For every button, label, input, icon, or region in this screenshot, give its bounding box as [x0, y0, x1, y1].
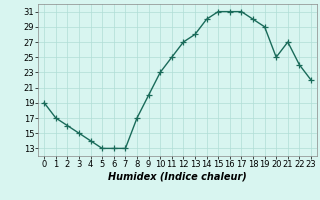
- X-axis label: Humidex (Indice chaleur): Humidex (Indice chaleur): [108, 172, 247, 182]
